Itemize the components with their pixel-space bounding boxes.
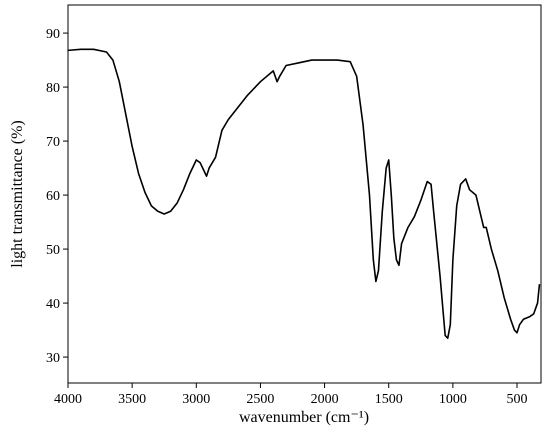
x-tick-label: 4000 <box>54 392 82 407</box>
y-axis-label: light transmittance (%) <box>9 120 26 268</box>
spectrum-line <box>67 48 541 339</box>
x-tick-label: 3000 <box>182 392 210 407</box>
y-tick-label: 50 <box>46 243 60 258</box>
y-tick-label: 60 <box>46 189 60 204</box>
x-axis-label: wavenumber (cm⁻¹) <box>239 409 369 426</box>
x-tick-label: 500 <box>507 392 528 407</box>
x-tick-label: 1500 <box>375 392 403 407</box>
plot-frame <box>67 4 542 384</box>
x-tick-label: 2000 <box>311 392 339 407</box>
y-tick-label: 40 <box>46 297 60 312</box>
y-tick-label: 70 <box>46 135 60 150</box>
y-tick-label: 80 <box>46 81 60 96</box>
x-tick-label: 2500 <box>246 392 274 407</box>
x-tick-label: 3500 <box>118 392 146 407</box>
y-tick-label: 30 <box>46 351 60 366</box>
x-tick-label: 1000 <box>439 392 467 407</box>
y-tick-label: 90 <box>46 27 60 42</box>
